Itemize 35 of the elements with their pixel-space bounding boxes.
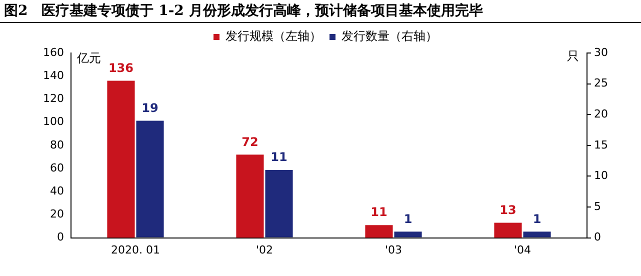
data-label: 11	[270, 150, 288, 164]
data-label: 72	[242, 134, 258, 149]
data-label: 136	[108, 60, 134, 75]
y-tick-label: 100	[42, 115, 64, 128]
legend-label: 发行规模（左轴）	[226, 29, 322, 44]
data-label: 11	[370, 205, 388, 220]
data-label: 1	[404, 212, 412, 226]
y2-tick-label: 25	[594, 76, 608, 90]
bar	[365, 225, 393, 238]
bar	[494, 222, 522, 238]
y-tick-label: 0	[56, 230, 64, 244]
y2-axis-title: 只	[567, 49, 580, 64]
data-label: 13	[500, 202, 516, 217]
y2-tick-label: 20	[594, 107, 608, 120]
y-tick-label: 20	[50, 208, 64, 221]
y2-tick-label: 5	[594, 200, 602, 213]
data-label: 19	[142, 100, 158, 115]
chart-title: 图2 医疗基建专项债于 1-2 月份形成发行高峰，预计储备项目基本使用完毕	[0, 0, 641, 23]
y-tick-label: 60	[50, 161, 64, 174]
x-tick-label: '02	[256, 243, 274, 256]
y2-tick-label: 10	[594, 169, 608, 182]
x-tick-label: '04	[514, 243, 532, 256]
legend-label: 发行数量（右轴）	[342, 29, 438, 44]
y-axis-title: 亿元	[76, 51, 101, 66]
y-tick-label: 80	[50, 138, 64, 152]
x-tick-label: '03	[384, 243, 402, 256]
y-tick-label: 120	[42, 92, 64, 106]
y-tick-label: 40	[50, 184, 64, 198]
y-tick-label: 160	[42, 46, 64, 59]
y2-tick-label: 30	[594, 46, 608, 59]
y-tick-label: 140	[42, 68, 64, 82]
x-tick-label: 2020. 01	[111, 243, 160, 256]
data-label: 1	[532, 212, 542, 226]
y2-tick-label: 15	[594, 138, 608, 152]
y2-tick-label: 0	[594, 230, 602, 244]
